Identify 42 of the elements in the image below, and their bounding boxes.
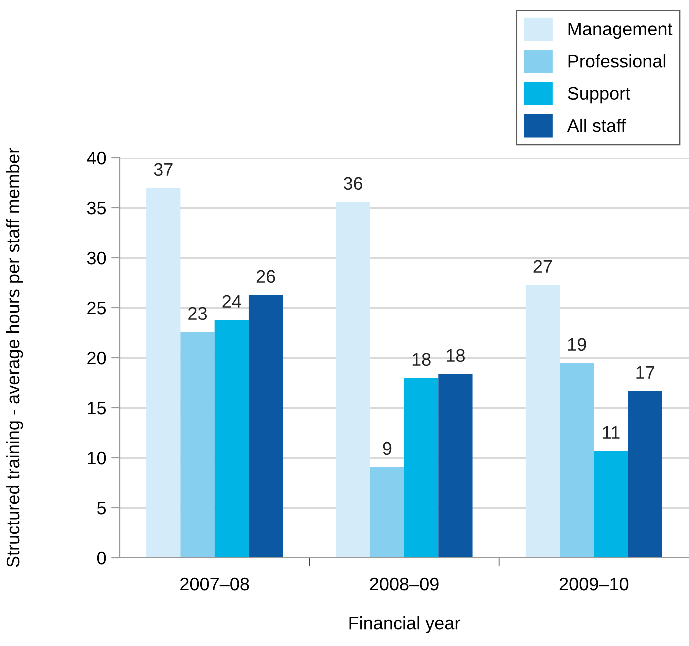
legend-label: All staff: [567, 118, 626, 132]
y-tick-label: 40: [87, 152, 106, 165]
y-tick-label: 35: [87, 202, 106, 215]
data-label: 27: [534, 260, 552, 273]
y-tick-label: 15: [88, 402, 106, 415]
data-label: 36: [344, 177, 363, 190]
y-tick-label: 0: [97, 552, 106, 565]
data-label: 18: [412, 353, 431, 366]
bar: [370, 467, 404, 558]
y-tick-label: 30: [87, 252, 106, 265]
y-axis-title: Structured training - average hours per staff member: [6, 148, 24, 568]
data-label: 17: [636, 366, 655, 379]
y-tick-label: 25: [88, 302, 106, 315]
y-tick-label: 10: [88, 452, 106, 465]
legend-label: Support: [568, 87, 630, 104]
bar: [438, 374, 473, 558]
data-label: 11: [603, 426, 620, 439]
data-label: 23: [188, 307, 208, 320]
x-tick-label: 2008–09: [370, 578, 439, 591]
y-tick-label: 20: [88, 352, 106, 365]
bar: [214, 320, 249, 558]
bar: [248, 295, 284, 558]
bar: [628, 391, 662, 558]
y-tick-label: 5: [97, 502, 106, 515]
data-label: 26: [256, 270, 276, 284]
data-label: 9: [383, 442, 392, 456]
bar: [526, 285, 560, 558]
data-label: 24: [222, 295, 242, 308]
x-tick-label: 2009–10: [560, 578, 629, 591]
x-axis-title: Financial year: [350, 616, 460, 634]
data-label: 19: [568, 338, 586, 352]
x-tick-label: 2007–08: [180, 578, 250, 591]
legend-label: Management: [568, 22, 673, 40]
bar: [594, 451, 628, 558]
data-label: 37: [154, 163, 173, 176]
bar: [336, 202, 370, 558]
bar: [560, 363, 594, 558]
bar: [404, 378, 439, 558]
data-label: 18: [447, 349, 465, 362]
legend-label: Professional: [568, 54, 666, 68]
bar: [180, 332, 215, 558]
bar: [146, 188, 181, 558]
